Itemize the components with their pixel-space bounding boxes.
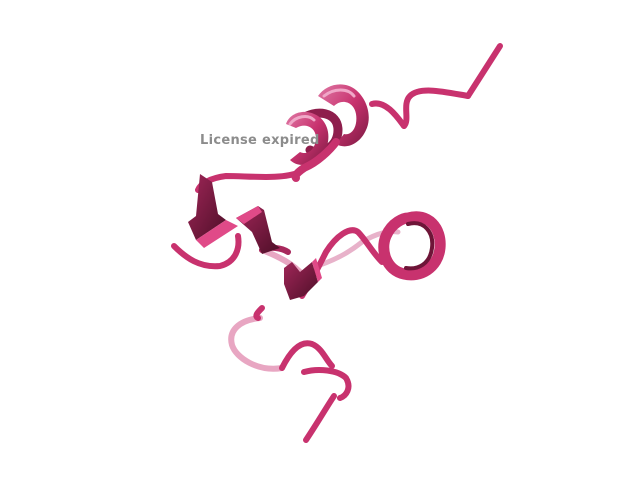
sheet-lower-loop <box>171 233 242 270</box>
c-terminal-tail <box>303 393 337 443</box>
beta-strand-right-edge <box>236 206 262 224</box>
beta-strand-left <box>188 174 226 240</box>
coil-to-helix <box>369 100 407 129</box>
faded-loop-lower <box>228 315 285 372</box>
ring-inner-shadow <box>404 221 435 271</box>
beta-strand-lower-edge <box>312 258 322 282</box>
lower-hook <box>301 367 352 401</box>
beta-strand-lower <box>284 262 318 300</box>
ring-loop <box>378 211 446 281</box>
license-watermark: License expired <box>200 133 320 148</box>
helix-highlight-2 <box>288 115 316 126</box>
helix-highlight <box>322 88 356 98</box>
helix-to-sheet-loop <box>195 169 303 193</box>
beta-strand-left-edge <box>196 220 238 248</box>
helix-turn-1 <box>286 111 329 165</box>
helix-turn-3 <box>291 138 340 182</box>
alpha-helix <box>286 84 369 182</box>
mid-connector <box>253 305 265 321</box>
tail-curl <box>401 87 471 129</box>
beta-sheets <box>188 174 322 300</box>
lower-loop <box>279 340 335 371</box>
backbone-coil <box>171 43 503 443</box>
helix-turn-2 <box>318 84 369 147</box>
n-terminal-tail <box>465 43 503 99</box>
